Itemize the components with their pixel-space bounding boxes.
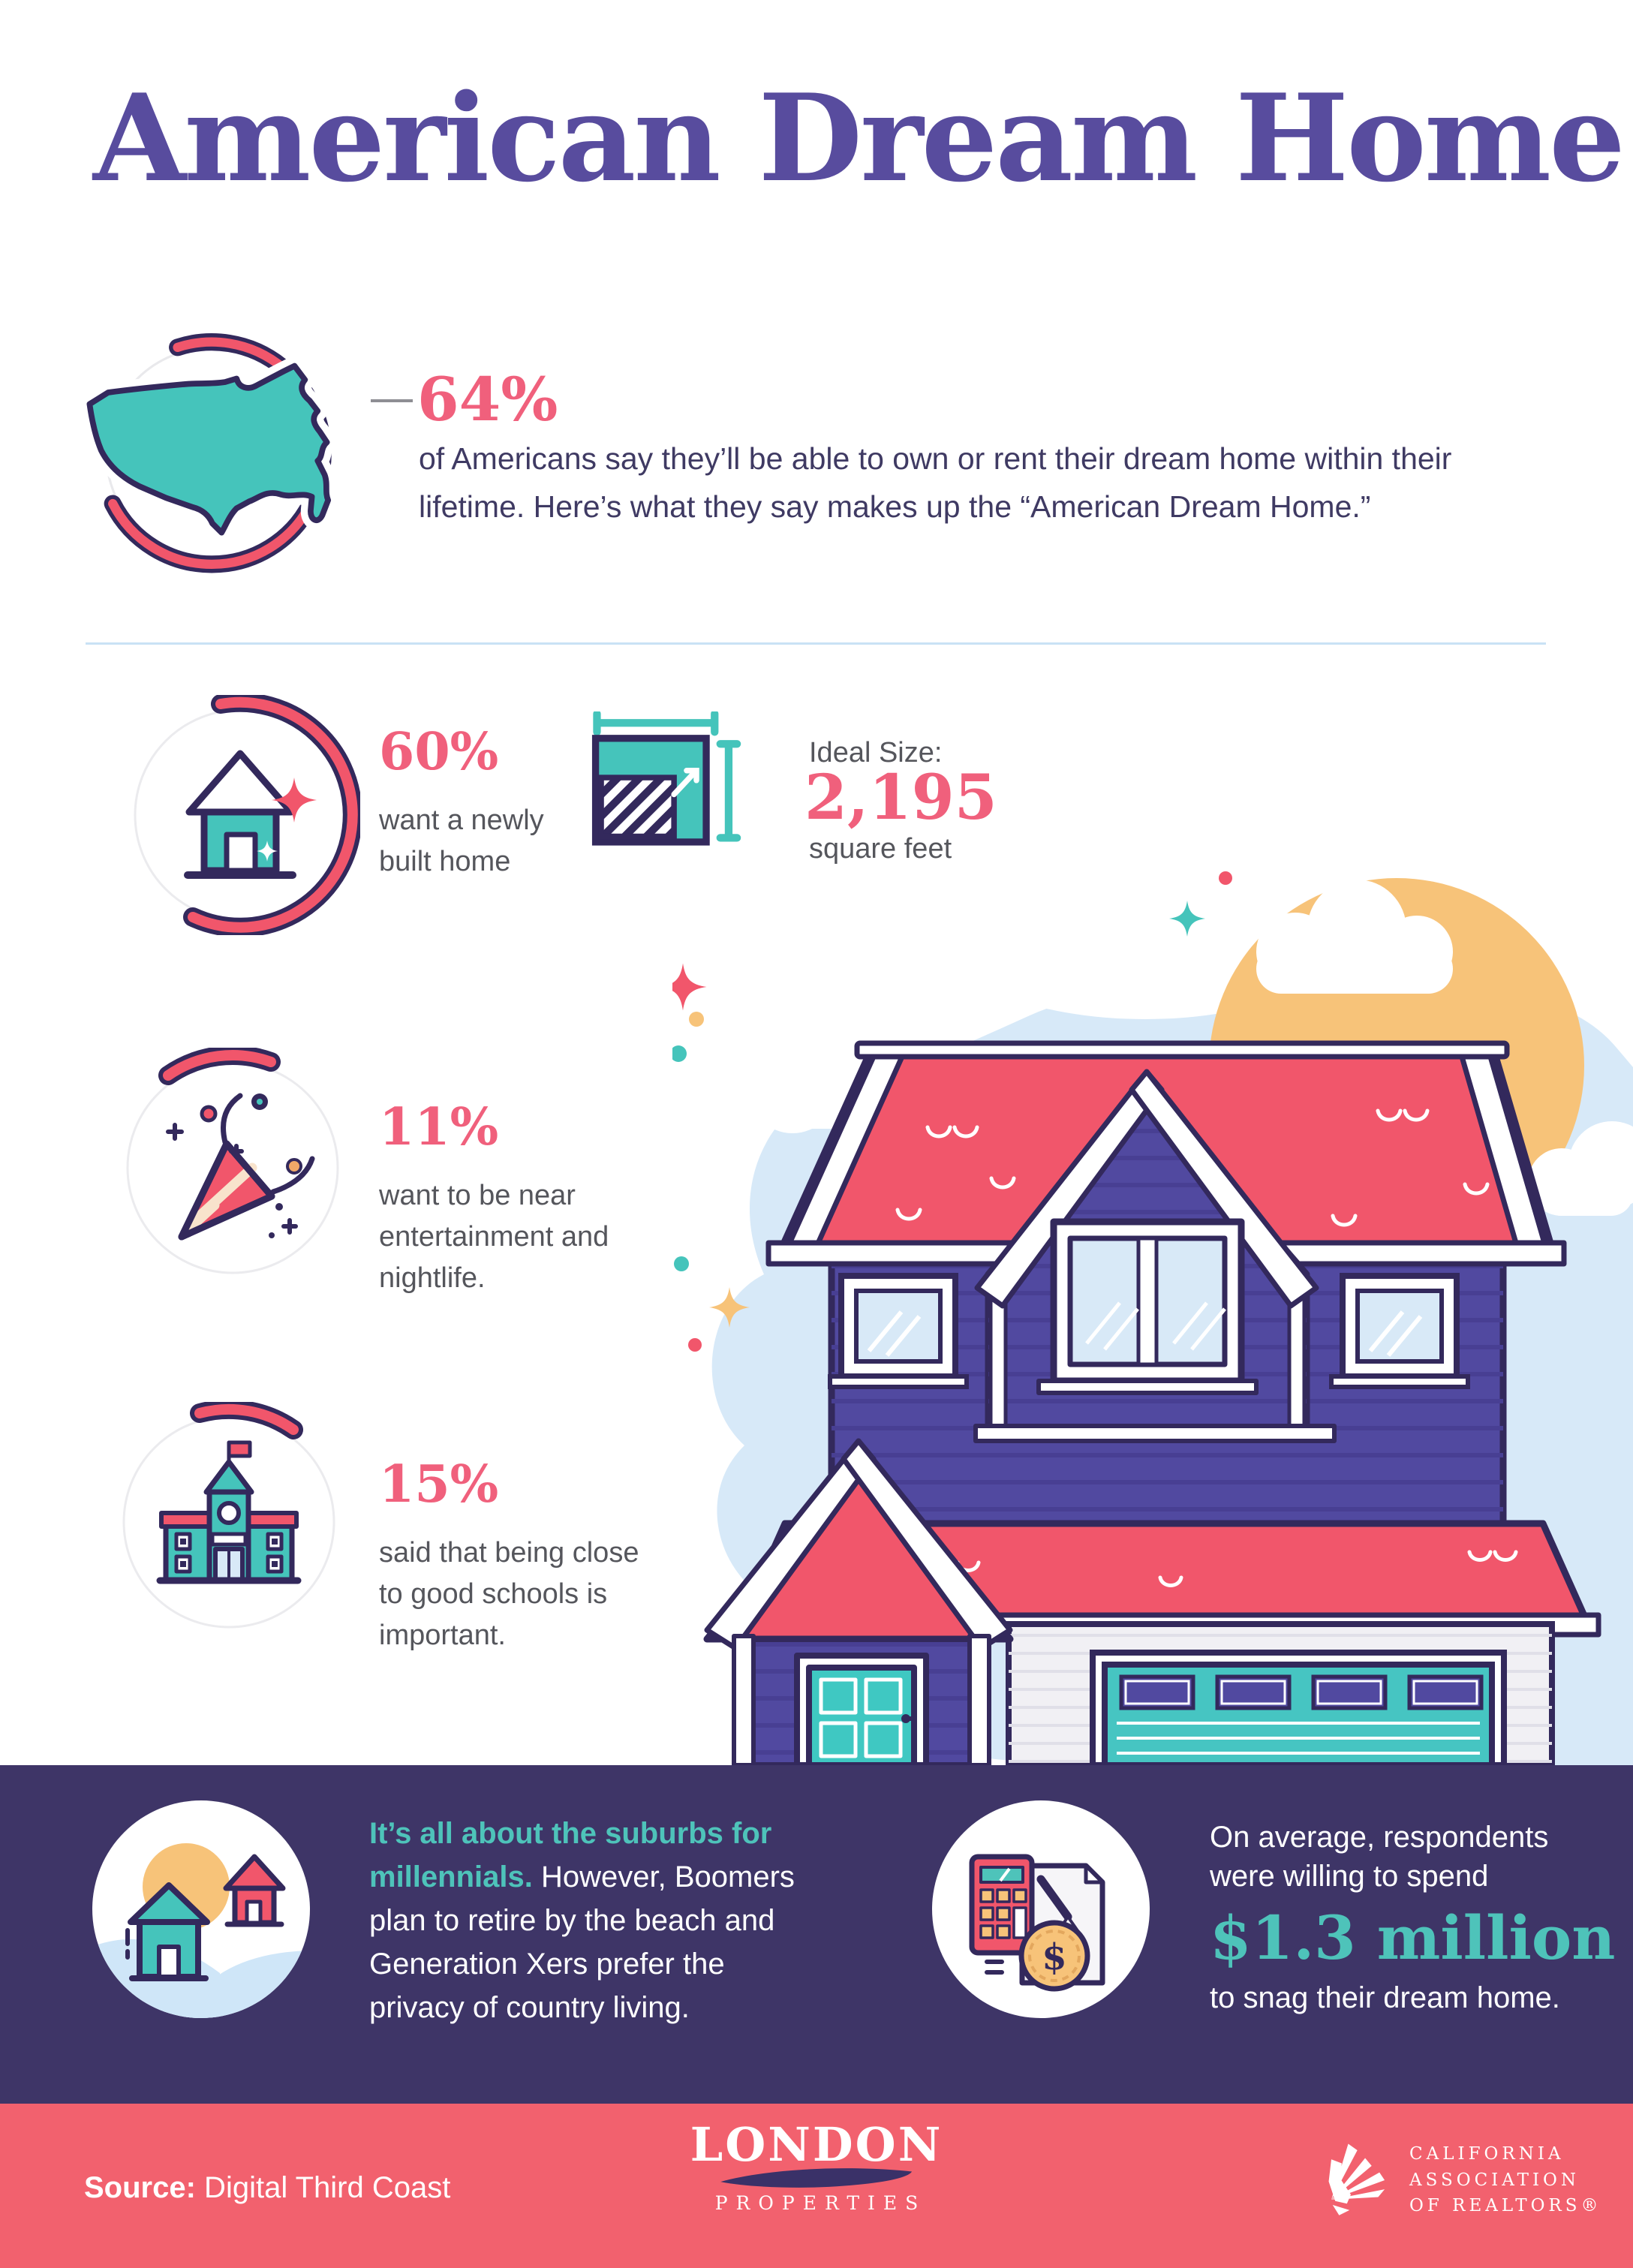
caption-line: said that being close — [379, 1537, 639, 1569]
generations-band: It’s all about the suburbs for millennia… — [0, 1765, 1633, 2104]
spend-line2: were willing to spend — [1210, 1860, 1489, 1893]
stat-entertainment-caption: want to be near entertainment and nightl… — [379, 1175, 609, 1299]
svg-text:$: $ — [1042, 1936, 1066, 1978]
london-swoosh-icon — [720, 2168, 913, 2188]
suburbs-rest: However, Boomers plan to retire by the b… — [369, 1860, 795, 2024]
car-logo: CALIFORNIA ASSOCIATION OF REALTORS® — [1312, 2141, 1602, 2219]
suburbs-highlight: It’s all about the suburbs for millennia… — [369, 1817, 772, 1894]
school-icon — [122, 1402, 335, 1629]
brand-name: LONDON — [690, 2117, 943, 2172]
brand-subtitle: PROPERTIES — [714, 2192, 927, 2214]
spend-line1: On average, respondents — [1210, 1821, 1549, 1854]
spend-block: On average, respondents were willing to … — [1210, 1818, 1615, 2017]
ideal-size-value: 2,195 — [804, 762, 997, 834]
usa-map-icon — [80, 333, 338, 573]
stat-entertainment-value: 11% — [379, 1097, 499, 1157]
house-garage — [1006, 1621, 1555, 1765]
london-properties-logo: LONDON PROPERTIES — [690, 2117, 943, 2214]
ideal-size-unit: square feet — [809, 833, 952, 865]
front-door — [806, 1665, 917, 1765]
house-scene-illustration — [672, 863, 1633, 1765]
sparkle-house-icon — [134, 695, 360, 935]
source-value: Digital Third Coast — [195, 2171, 451, 2204]
hero-description: of Americans say they’ll be able to own … — [419, 441, 1452, 524]
caption-line: want a newly — [379, 805, 544, 836]
caption-line: built home — [379, 846, 511, 878]
car-line: ASSOCIATION — [1409, 2170, 1580, 2190]
page-title: American Dream Home — [93, 68, 1625, 209]
section-divider — [86, 642, 1546, 645]
calculator-paper-coin-icon: $ — [932, 1800, 1150, 2018]
connector-line — [371, 399, 413, 402]
generations-text: It’s all about the suburbs for millennia… — [369, 1812, 820, 2029]
caption-line: want to be near — [379, 1180, 576, 1211]
floor-plan-icon — [591, 711, 741, 846]
stat-new-home-value: 60% — [379, 722, 499, 782]
footer: Source: Digital Third Coast LONDON PROPE… — [0, 2104, 1633, 2268]
stat-schools-caption: said that being close to good schools is… — [379, 1533, 639, 1656]
sparkles — [672, 871, 1232, 1352]
ideal-size-label: Ideal Size: — [809, 737, 943, 769]
caption-line: nightlife. — [379, 1262, 486, 1295]
source-credit: Source: Digital Third Coast — [84, 2171, 450, 2205]
car-line: CALIFORNIA — [1409, 2144, 1565, 2164]
stat-schools-value: 15% — [379, 1454, 499, 1515]
spend-value: $1.3 million — [1210, 1903, 1616, 1973]
car-fan-icon — [1328, 2143, 1385, 2215]
party-popper-icon — [126, 1048, 339, 1274]
car-line: OF REALTORS® — [1409, 2196, 1602, 2216]
spend-line3: to snag their dream home. — [1210, 1981, 1560, 2014]
stat-new-home-caption: want a newly built home — [379, 800, 544, 883]
car-text: CALIFORNIA ASSOCIATION OF REALTORS® — [1409, 2141, 1602, 2219]
caption-line: important. — [379, 1620, 506, 1652]
caption-line: to good schools is — [379, 1578, 608, 1611]
caption-line: entertainment and — [379, 1221, 609, 1253]
source-label: Source: — [84, 2171, 196, 2204]
house-porch — [703, 1438, 1014, 1765]
house-dormer — [973, 1069, 1337, 1443]
hero-stat: 64% — [417, 364, 558, 435]
suburb-houses-icon — [92, 1800, 310, 2018]
